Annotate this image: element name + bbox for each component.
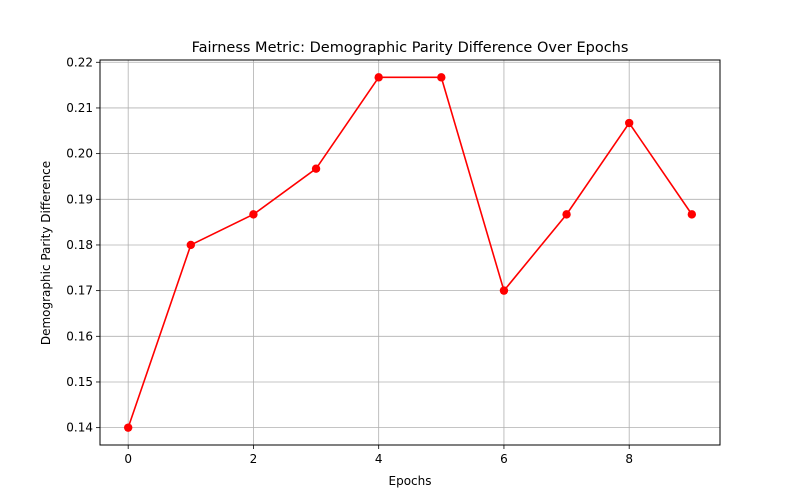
y-tick-label: 0.22: [66, 55, 93, 69]
data-point: [624, 118, 634, 128]
x-axis-ticks: 0 2 4 6 8: [124, 445, 633, 466]
x-tick-label: 4: [375, 452, 383, 466]
y-tick-label: 0.20: [66, 147, 93, 161]
x-axis-label: Epochs: [389, 474, 432, 488]
y-tick-label: 0.14: [66, 421, 93, 435]
plot-frame: [99, 59, 721, 446]
data-point: [186, 240, 196, 250]
y-tick-label: 0.18: [66, 238, 93, 252]
x-tick-label: 0: [124, 452, 132, 466]
data-point: [374, 73, 383, 82]
y-tick-label: 0.19: [66, 192, 93, 206]
data-point: [123, 423, 133, 432]
x-tick-label: 6: [500, 452, 508, 466]
data-point: [311, 164, 321, 173]
grid: [100, 60, 720, 445]
chart-title: Fairness Metric: Demographic Parity Diff…: [192, 40, 629, 56]
data-point: [437, 73, 446, 82]
y-tick-label: 0.21: [66, 101, 93, 115]
y-tick-label: 0.16: [66, 329, 93, 343]
x-tick-label: 2: [250, 452, 258, 466]
y-axis-label: Demographic Parity Difference: [39, 161, 53, 345]
data-point: [562, 210, 571, 219]
data-point: [499, 286, 509, 295]
series-line: [127, 76, 693, 428]
y-tick-label: 0.17: [66, 284, 93, 298]
x-tick-label: 8: [625, 452, 633, 466]
data-point: [249, 210, 258, 219]
series-group: [123, 73, 697, 432]
y-tick-label: 0.15: [66, 375, 93, 389]
y-axis-ticks: 0.14 0.15 0.16 0.17 0.18 0.19 0.20 0.21 0.22: [66, 55, 100, 435]
data-point: [687, 210, 697, 219]
